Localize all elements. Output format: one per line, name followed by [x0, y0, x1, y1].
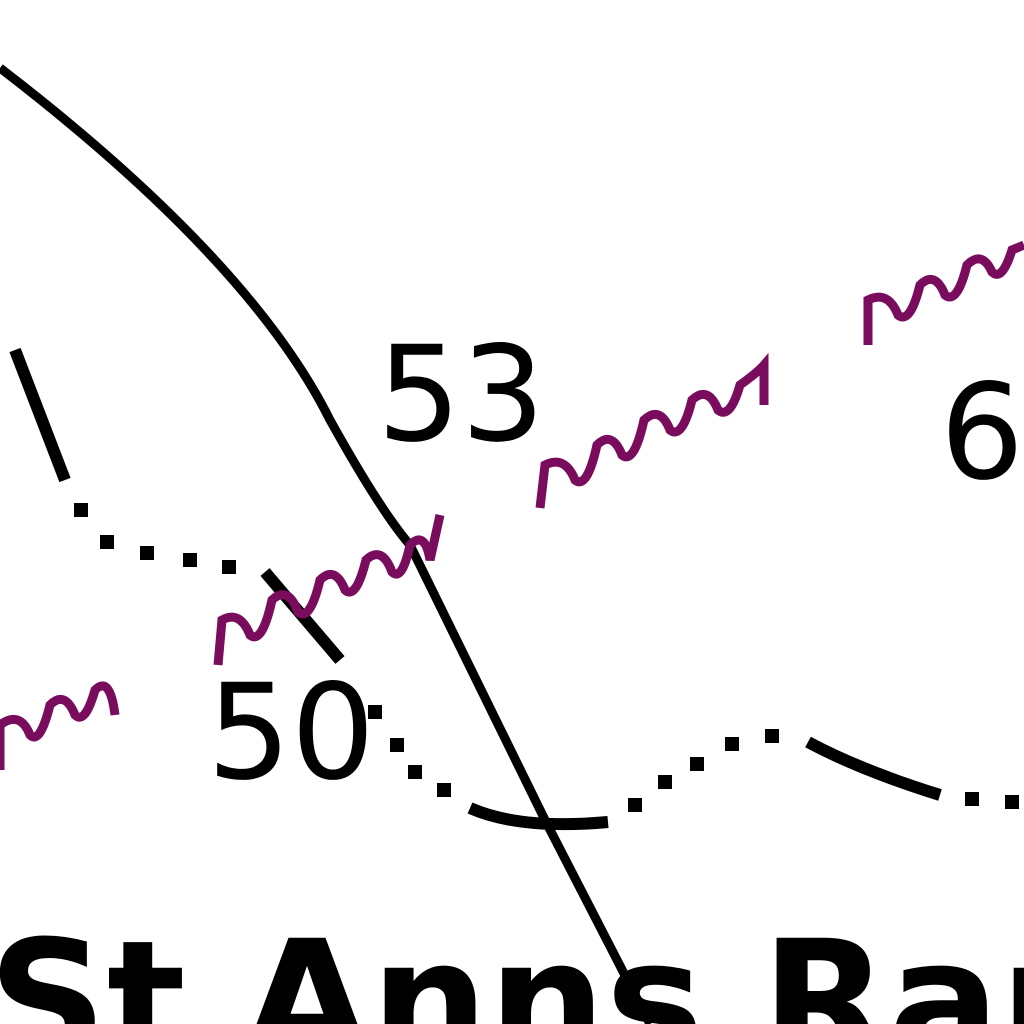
dotted-contour	[74, 503, 1019, 812]
contour-dash	[805, 736, 942, 801]
wavy-line	[213, 514, 445, 666]
dot	[1005, 795, 1019, 809]
dot	[408, 765, 422, 779]
boundary-line	[0, 64, 655, 1024]
sounding: 6	[940, 356, 1024, 510]
contour-dash	[467, 802, 609, 831]
dot	[658, 775, 672, 789]
dot	[100, 535, 114, 549]
dot	[725, 737, 739, 751]
wavy-line	[0, 681, 120, 770]
wavy-line	[535, 352, 769, 509]
contour-dash	[9, 347, 71, 483]
sounding: 50	[207, 656, 375, 810]
place-name: St Anns Ran	[0, 905, 1024, 1024]
dot	[437, 783, 451, 797]
wavy-line	[863, 240, 1024, 345]
dot	[765, 729, 779, 743]
dot	[965, 792, 979, 806]
sounding: 53	[377, 318, 545, 472]
dot	[140, 546, 154, 560]
dot	[628, 798, 642, 812]
dot	[368, 705, 382, 719]
dot	[183, 553, 197, 567]
dot	[690, 757, 704, 771]
dot	[222, 560, 236, 574]
dot	[74, 503, 88, 517]
dot	[390, 738, 404, 752]
